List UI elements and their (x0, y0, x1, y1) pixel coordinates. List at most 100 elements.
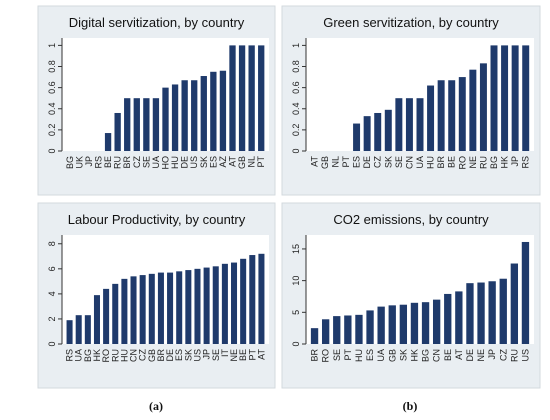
bar (238, 45, 246, 151)
plot-area (306, 235, 534, 344)
bar (194, 268, 201, 344)
x-tick-label: NE (229, 349, 239, 362)
x-tick-label: US (189, 156, 199, 169)
x-tick-label: SE (211, 349, 221, 361)
bar (366, 310, 374, 344)
x-tick-label: RU (478, 156, 488, 169)
bar (466, 283, 474, 344)
x-tick-label: DE (180, 156, 190, 169)
bar (66, 320, 73, 344)
bar (114, 112, 121, 151)
bar (84, 315, 91, 344)
bar (458, 77, 466, 151)
x-tick-label: HU (354, 349, 364, 362)
bar (437, 80, 445, 151)
x-tick-label: RO (321, 349, 331, 363)
y-tick-label: 2 (47, 316, 57, 321)
bar (181, 80, 188, 151)
x-tick-label: BR (310, 349, 320, 362)
x-tick-label: RO (101, 349, 111, 363)
bar (121, 278, 128, 344)
x-tick-label: BE (103, 156, 113, 168)
x-tick-label: DE (165, 349, 175, 362)
bar (395, 98, 403, 151)
y-tick-label: 4 (47, 291, 57, 296)
x-tick-label: CZ (373, 156, 383, 168)
x-tick-label: SE (394, 156, 404, 168)
x-tick-label: CZ (498, 349, 508, 361)
bar (469, 69, 477, 151)
x-tick-label: BR (436, 156, 446, 169)
y-tick-label: 15 (291, 244, 301, 254)
bar (399, 304, 408, 344)
x-tick-label: NL (247, 156, 257, 168)
bar (377, 306, 385, 344)
bar (258, 45, 265, 151)
x-tick-label: SK (183, 349, 193, 361)
bar (258, 253, 265, 344)
bar (388, 305, 396, 344)
y-tick-label: 0 (47, 148, 57, 153)
y-tick-label: 1 (291, 43, 301, 48)
x-tick-label: SK (398, 349, 408, 361)
x-tick-label: CZ (138, 349, 148, 361)
x-tick-label: JP (84, 156, 94, 167)
x-tick-label: HK (409, 349, 419, 362)
x-tick-label: JP (510, 156, 520, 167)
x-tick-label: BG (421, 349, 431, 362)
x-tick-label: NL (330, 156, 340, 168)
x-tick-label: HU (119, 349, 129, 362)
bar (444, 293, 452, 344)
bar (112, 283, 119, 344)
bar (219, 70, 227, 151)
x-tick-label: PT (343, 349, 353, 361)
bar (185, 270, 192, 344)
y-tick-label: 0.8 (47, 60, 57, 73)
bar (139, 275, 146, 344)
x-tick-label: ES (352, 156, 362, 168)
y-tick-label: 0.2 (47, 124, 57, 137)
y-tick-label: 0 (291, 148, 301, 153)
bar (448, 80, 456, 151)
bar (212, 266, 219, 344)
bar (191, 80, 198, 151)
bar (130, 276, 137, 344)
y-tick-label: 0 (291, 341, 301, 346)
bar (75, 315, 82, 344)
plot-area (62, 235, 269, 344)
x-tick-label: BG (83, 349, 93, 362)
x-tick-label: SE (332, 349, 342, 361)
x-tick-label: GB (387, 349, 397, 362)
bar (384, 109, 392, 151)
x-tick-label: ES (174, 349, 184, 361)
x-tick-label: PT (256, 156, 266, 168)
x-tick-label: JP (202, 349, 212, 360)
x-tick-label: BR (156, 349, 166, 362)
bar (93, 295, 100, 344)
bar (167, 272, 174, 344)
x-tick-label: UK (74, 156, 84, 169)
x-tick-label: PT (247, 349, 257, 361)
bar (221, 263, 228, 344)
bar (152, 98, 160, 151)
panel-title: Green servitization, by country (323, 15, 499, 30)
x-tick-label: NE (476, 349, 486, 362)
bar (488, 281, 496, 344)
bar (511, 45, 519, 151)
bar (162, 87, 169, 151)
x-tick-label: AT (256, 349, 266, 360)
y-tick-label: 5 (291, 310, 301, 315)
bar (157, 272, 164, 344)
bar (405, 98, 413, 151)
bar (248, 45, 255, 151)
x-tick-label: PT (341, 156, 351, 168)
x-tick-label: ES (365, 349, 375, 361)
bar (203, 267, 210, 344)
bar (148, 273, 155, 344)
x-tick-label: DE (362, 156, 372, 169)
bar (477, 282, 485, 344)
x-tick-label: HU (426, 156, 436, 169)
x-tick-label: RS (94, 156, 104, 169)
caption: (b) (403, 399, 418, 413)
